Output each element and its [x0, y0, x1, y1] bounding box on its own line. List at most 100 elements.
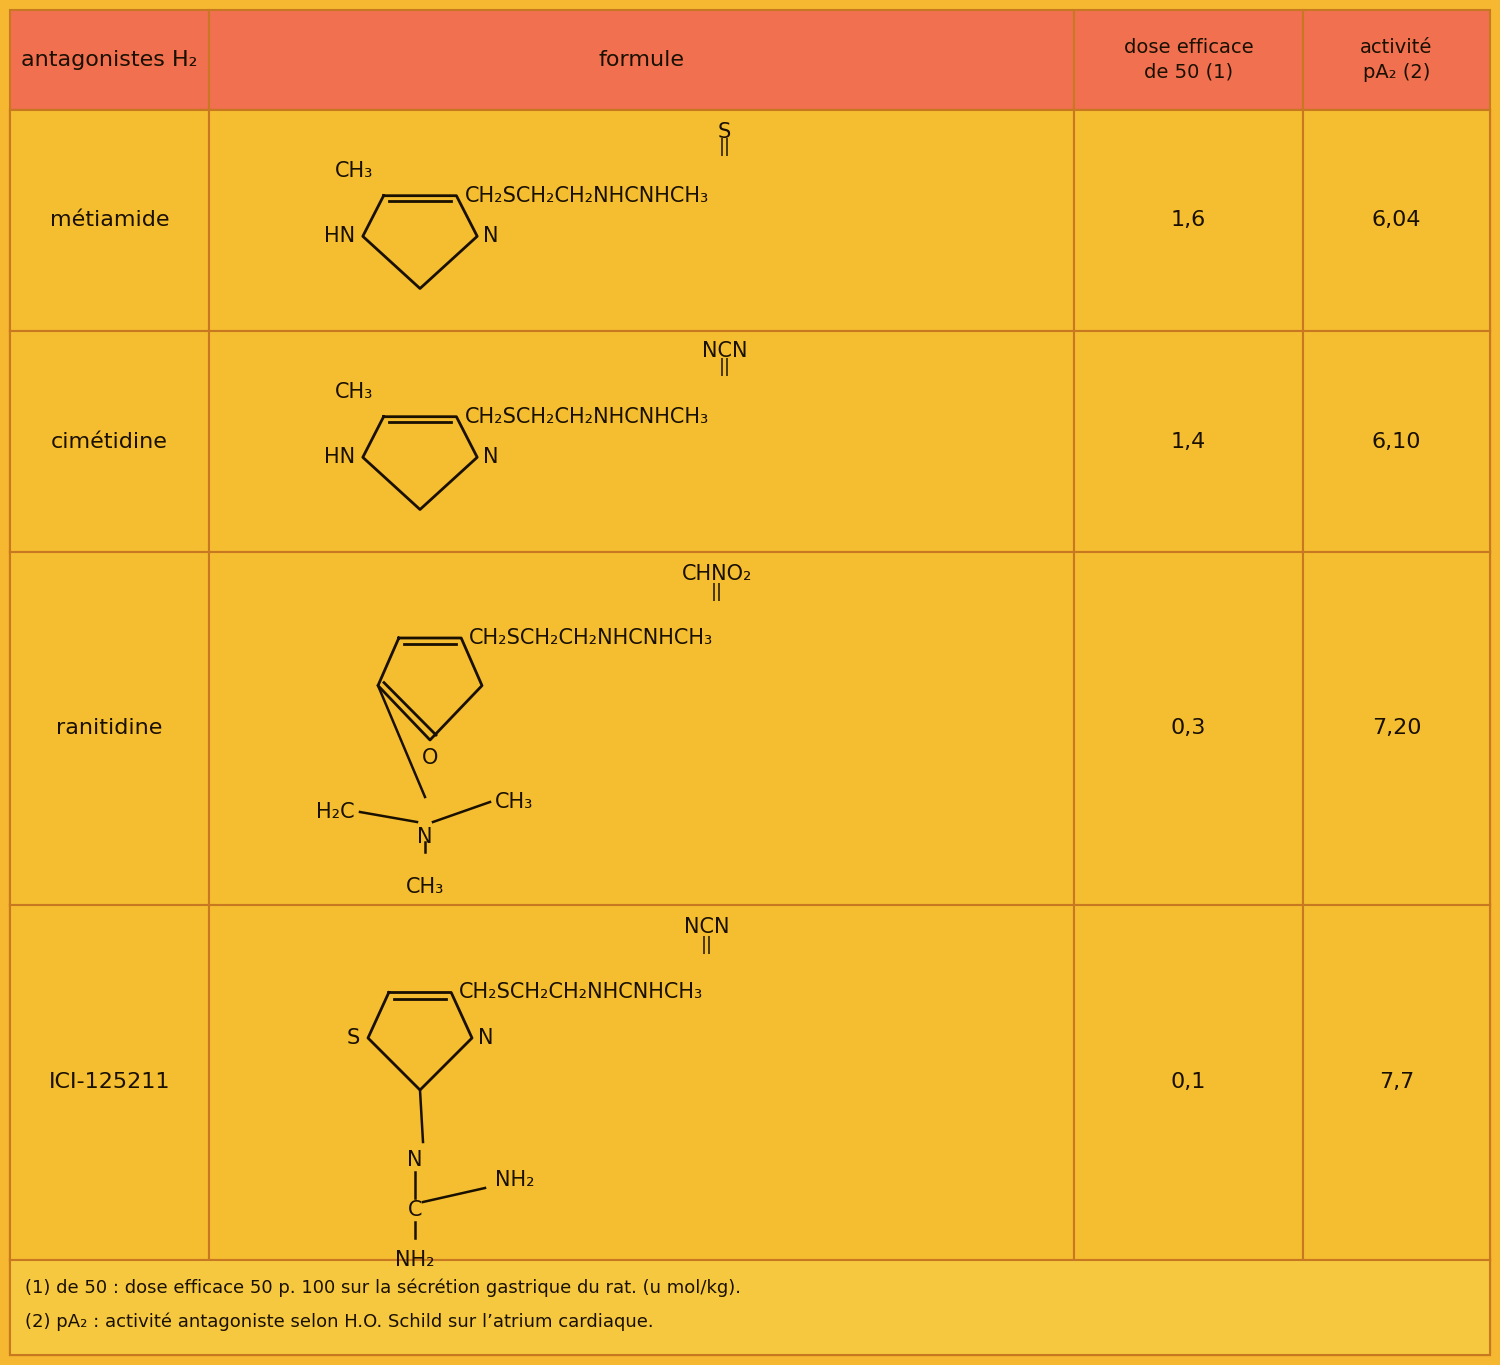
Text: NH₂: NH₂ — [495, 1170, 534, 1190]
Bar — [10, 1260, 1490, 1355]
Bar — [1304, 111, 1490, 330]
Text: dose efficace
de 50 (1): dose efficace de 50 (1) — [1124, 38, 1254, 82]
Bar — [1304, 905, 1490, 1260]
Text: NCN: NCN — [702, 341, 747, 360]
Text: 7,7: 7,7 — [1378, 1073, 1414, 1092]
Bar — [1074, 905, 1304, 1260]
Bar — [1074, 330, 1304, 551]
Bar — [1074, 905, 1304, 1260]
Text: NH₂: NH₂ — [394, 1250, 435, 1269]
Text: N: N — [478, 1028, 494, 1048]
Bar — [1074, 905, 1304, 1260]
Bar — [1304, 551, 1490, 905]
Bar — [209, 10, 1074, 111]
Bar — [209, 551, 1074, 905]
Text: 0,3: 0,3 — [1172, 718, 1206, 738]
Text: N: N — [483, 227, 498, 246]
Text: NCN: NCN — [684, 917, 730, 936]
Bar — [10, 905, 208, 1260]
Text: CH₃: CH₃ — [334, 382, 374, 401]
Text: S: S — [718, 121, 730, 142]
Bar — [1304, 905, 1490, 1260]
Text: HN: HN — [324, 448, 356, 467]
Text: ||: || — [718, 358, 730, 375]
Bar — [1304, 551, 1490, 905]
Text: H₂C: H₂C — [316, 803, 356, 822]
Bar — [10, 111, 208, 330]
Text: 7,20: 7,20 — [1371, 718, 1422, 738]
Text: 1,6: 1,6 — [1172, 210, 1206, 231]
Bar — [1074, 551, 1304, 905]
Bar — [209, 905, 1074, 1260]
Text: HN: HN — [324, 227, 356, 246]
Bar — [10, 551, 208, 905]
Text: CH₃: CH₃ — [495, 792, 534, 812]
Bar — [209, 330, 1074, 551]
Text: ranitidine: ranitidine — [57, 718, 162, 738]
Bar — [10, 1260, 1490, 1355]
Text: CH₃: CH₃ — [334, 161, 374, 180]
Bar — [10, 111, 208, 330]
Bar — [10, 10, 208, 111]
Bar — [10, 551, 208, 905]
Bar — [1074, 551, 1304, 905]
Text: ||: || — [711, 583, 723, 601]
Text: métiamide: métiamide — [50, 210, 170, 231]
Bar — [1074, 551, 1304, 905]
Bar — [1304, 330, 1490, 551]
Text: CH₂SCH₂CH₂NHCNHCH₃: CH₂SCH₂CH₂NHCNHCH₃ — [459, 983, 704, 1002]
Text: CH₂SCH₂CH₂NHCNHCH₃: CH₂SCH₂CH₂NHCNHCH₃ — [470, 628, 714, 648]
Bar — [1074, 111, 1304, 330]
Bar — [209, 330, 1074, 551]
Text: C: C — [408, 1200, 423, 1220]
Bar — [209, 111, 1074, 330]
Text: N: N — [483, 448, 498, 467]
Text: activité
pA₂ (2): activité pA₂ (2) — [1360, 38, 1432, 82]
Bar — [10, 551, 208, 905]
Text: 1,4: 1,4 — [1172, 431, 1206, 452]
Text: ||: || — [700, 936, 712, 954]
Text: (2) pA₂ : activité antagoniste selon H.O. Schild sur l’atrium cardiaque.: (2) pA₂ : activité antagoniste selon H.O… — [26, 1313, 654, 1331]
Text: CH₂SCH₂CH₂NHCNHCH₃: CH₂SCH₂CH₂NHCNHCH₃ — [465, 186, 708, 206]
Bar — [10, 111, 208, 330]
Bar — [1074, 330, 1304, 551]
Bar — [10, 905, 208, 1260]
Text: (1) de 50 : dose efficace 50 p. 100 sur la sécrétion gastrique du rat. (u mol/kg: (1) de 50 : dose efficace 50 p. 100 sur … — [26, 1279, 741, 1297]
Text: ||: || — [718, 138, 730, 156]
Bar — [209, 551, 1074, 905]
Bar — [10, 1260, 1490, 1355]
Bar — [209, 330, 1074, 551]
Text: O: O — [422, 748, 438, 768]
Bar — [1304, 330, 1490, 551]
Bar — [1074, 111, 1304, 330]
Bar — [209, 551, 1074, 905]
Bar — [1074, 10, 1304, 111]
Text: 0,1: 0,1 — [1172, 1073, 1206, 1092]
Bar — [1304, 111, 1490, 330]
Bar — [209, 111, 1074, 330]
Text: N: N — [406, 1149, 423, 1170]
Text: 6,10: 6,10 — [1371, 431, 1422, 452]
Bar — [1304, 111, 1490, 330]
Bar — [10, 905, 208, 1260]
Bar — [1304, 10, 1490, 111]
Bar — [1074, 111, 1304, 330]
Bar — [209, 111, 1074, 330]
Bar — [10, 330, 208, 551]
Bar — [1304, 905, 1490, 1260]
Text: CH₂SCH₂CH₂NHCNHCH₃: CH₂SCH₂CH₂NHCNHCH₃ — [465, 407, 708, 427]
Text: S: S — [346, 1028, 360, 1048]
Bar — [10, 330, 208, 551]
Text: N: N — [417, 827, 432, 848]
Bar — [1074, 330, 1304, 551]
Text: CHNO₂: CHNO₂ — [682, 564, 753, 584]
Text: 6,04: 6,04 — [1371, 210, 1422, 231]
Bar — [10, 330, 208, 551]
Text: antagonistes H₂: antagonistes H₂ — [21, 51, 198, 70]
Text: ICI-125211: ICI-125211 — [48, 1073, 170, 1092]
Text: formule: formule — [598, 51, 684, 70]
Bar — [209, 905, 1074, 1260]
Bar — [209, 905, 1074, 1260]
Text: cimétidine: cimétidine — [51, 431, 168, 452]
Text: CH₃: CH₃ — [406, 876, 444, 897]
